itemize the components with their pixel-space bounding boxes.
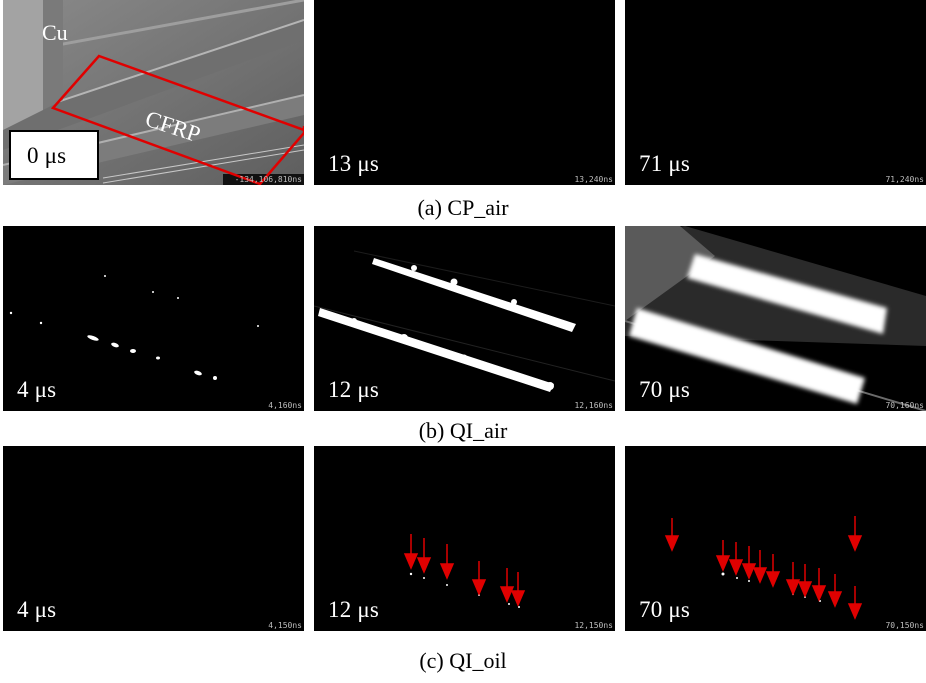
timestamp: 13,240ns [574,175,613,184]
time-label: 70 μs [639,597,691,622]
timestamp: 71,240ns [885,175,924,184]
time-label: 71 μs [639,151,691,176]
arrow-icon [403,534,526,607]
panel-qi-air-12us: 12 μs 12,160ns [314,226,615,411]
panel-cp-air-71us: 71 μs 71,240ns [625,0,926,185]
panel-qi-oil-12us: 12 μs 12,150ns [314,446,615,631]
time-label: 12 μs [328,597,380,622]
timestamp: 70,150ns [885,621,924,630]
timestamp: 12,150ns [574,621,613,630]
time-label-box: 0 μs [9,130,99,180]
spark-streaks [625,226,926,411]
time-label: 12 μs [328,377,380,402]
panel-qi-oil-70us: 70 μs 70,150ns [625,446,926,631]
timestamp: 12,160ns [574,401,613,410]
panel-qi-air-4us: 4 μs 4,160ns [3,226,304,411]
copper-label: Cu [42,20,68,45]
time-label: 70 μs [639,377,691,402]
caption-row-a: (a) CP_air [417,195,509,220]
specimen-photo [3,0,304,185]
time-label: 13 μs [328,151,380,176]
spark-arrows [664,516,863,620]
panel-cp-air-13us: 13 μs 13,240ns [314,0,615,185]
time-label: 0 μs [27,143,67,168]
time-label: 4 μs [17,597,57,622]
panel-qi-air-70us: 70 μs 70,160ns [625,226,926,411]
caption-row-c: (c) QI_oil [419,648,507,673]
spark-arrows [403,534,526,608]
timestamp: 4,150ns [268,621,302,630]
panel-qi-oil-4us: 4 μs 4,150ns [3,446,304,631]
timestamp: 4,160ns [268,401,302,410]
spark-streaks [9,275,259,380]
arrow-icon [664,516,863,620]
timestamp: -134,106,810ns [234,175,302,184]
caption-row-b: (b) QI_air [418,418,508,443]
spark-streaks [314,250,615,392]
time-label: 4 μs [17,377,57,402]
timestamp: 70,160ns [885,401,924,410]
panel-cp-air-0us: Cu CFRP 0 μs -134,106,810ns [3,0,304,185]
